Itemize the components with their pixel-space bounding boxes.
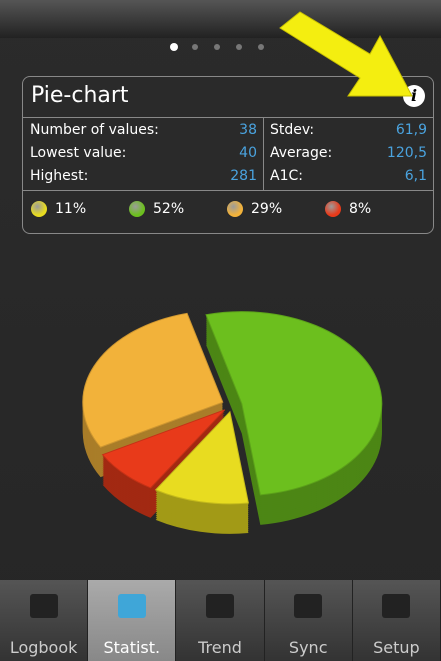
- legend-item: 29%: [227, 201, 282, 217]
- info-button[interactable]: i: [403, 85, 425, 107]
- tab-icon: [294, 594, 322, 618]
- panel-title: Pie-chart: [31, 83, 129, 108]
- legend-item: 52%: [129, 201, 184, 217]
- tab[interactable]: Trend: [176, 580, 264, 661]
- tab-label: Setup: [353, 638, 440, 657]
- page-dots: [170, 43, 264, 51]
- tab-label: Trend: [176, 638, 263, 657]
- stat-value: 61,9: [396, 122, 427, 138]
- tab-label: Sync: [265, 638, 352, 657]
- stat-value: 281: [230, 168, 257, 184]
- legend-swatch: [325, 201, 341, 217]
- tab[interactable]: Logbook: [0, 580, 88, 661]
- legend-swatch: [31, 201, 47, 217]
- legend-label: 8%: [349, 201, 371, 217]
- stat-label: Stdev:: [270, 122, 314, 138]
- stat-value: 38: [239, 122, 257, 138]
- stat-value: 6,1: [405, 168, 427, 184]
- screen: Pie-chart i Number of values: 38 Stdev: 61,…: [0, 0, 441, 661]
- legend: 11% 52% 29% 8%: [23, 195, 433, 229]
- stat-label: Average:: [270, 145, 332, 161]
- tab[interactable]: Setup: [353, 580, 441, 661]
- tab-label: Statist.: [88, 638, 175, 657]
- tab-icon: [382, 594, 410, 618]
- tab-icon: [206, 594, 234, 618]
- legend-swatch: [227, 201, 243, 217]
- legend-label: 29%: [251, 201, 282, 217]
- stat-label: Number of values:: [30, 122, 159, 138]
- tab[interactable]: Statist.: [88, 580, 176, 661]
- tab-icon: [118, 594, 146, 618]
- legend-label: 52%: [153, 201, 184, 217]
- tab-icon: [30, 594, 58, 618]
- stat-label: Highest:: [30, 168, 88, 184]
- legend-label: 11%: [55, 201, 86, 217]
- stats-table: Number of values: 38 Stdev: 61,9 Lowest valu…: [23, 117, 433, 191]
- legend-swatch: [129, 201, 145, 217]
- stat-value: 40: [239, 145, 257, 161]
- tab[interactable]: Sync: [265, 580, 353, 661]
- legend-item: 8%: [325, 201, 371, 217]
- tab-label: Logbook: [0, 638, 87, 657]
- stat-label: A1C:: [270, 168, 303, 184]
- stat-label: Lowest value:: [30, 145, 126, 161]
- stats-panel: Pie-chart i Number of values: 38 Stdev: 61,…: [22, 76, 434, 234]
- legend-item: 11%: [31, 201, 86, 217]
- stat-value: 120,5: [387, 145, 427, 161]
